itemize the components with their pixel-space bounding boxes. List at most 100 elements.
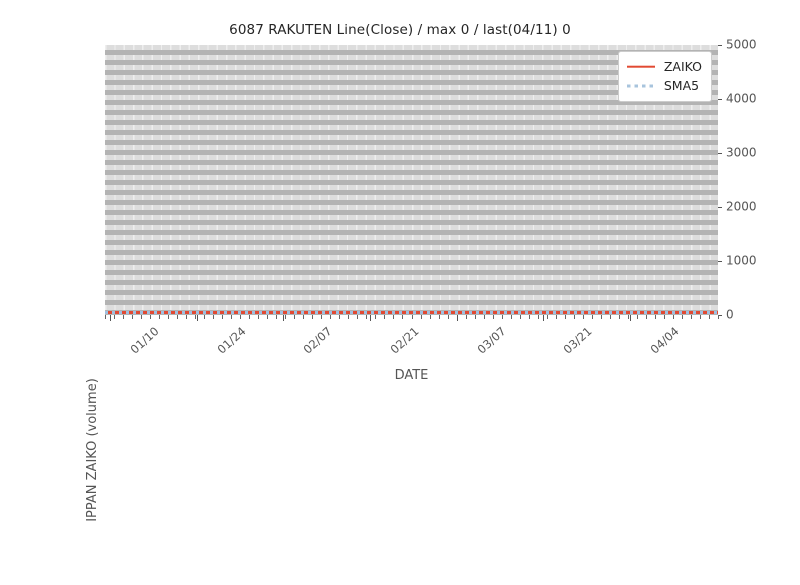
x-axis-minor-tick (321, 315, 323, 319)
x-axis-major-tick (370, 315, 372, 321)
x-axis-minor-tick (483, 315, 485, 319)
x-axis-minor-tick (159, 315, 161, 319)
x-axis-ticklabel: 01/10 (127, 324, 162, 357)
x-axis-minor-tick (222, 315, 224, 319)
x-axis-minor-tick (258, 315, 260, 319)
y-axis-tickmark (718, 152, 722, 154)
x-axis-minor-tick (357, 315, 359, 319)
x-axis-minor-tick (501, 315, 503, 319)
x-axis-major-tick (543, 315, 545, 321)
x-axis-label: DATE (394, 368, 429, 383)
x-axis-minor-tick (636, 315, 638, 319)
x-axis-minor-tick (276, 315, 278, 319)
x-axis-minor-tick (699, 315, 701, 319)
y-axis-ticklabel: 1000 (726, 253, 757, 268)
x-axis-ticklabel: 01/24 (214, 324, 249, 357)
x-axis-minor-tick (393, 315, 395, 319)
y-axis-label: IPPAN ZAIKO (volume) (85, 378, 100, 522)
chart-title: 6087 RAKUTEN Line(Close) / max 0 / last(… (229, 22, 571, 38)
x-axis-minor-tick (627, 315, 629, 319)
x-axis-minor-tick (195, 315, 197, 319)
x-axis-major-tick (283, 315, 285, 321)
x-axis-minor-tick (555, 315, 557, 319)
x-axis-minor-tick (141, 315, 143, 319)
x-axis-ticklabel: 02/21 (387, 324, 422, 357)
x-axis-major-tick (110, 315, 112, 321)
x-axis-minor-tick (645, 315, 647, 319)
y-axis-ticklabel: 3000 (726, 145, 757, 160)
y-axis-ticklabel: 4000 (726, 91, 757, 106)
x-axis-minor-tick (438, 315, 440, 319)
y-axis: 0 1000 2000 3000 4000 5000 (718, 39, 798, 321)
x-axis-minor-tick (573, 315, 575, 319)
x-axis-minor-tick (366, 315, 368, 319)
x-axis-minor-tick (177, 315, 179, 319)
x-axis-minor-tick (150, 315, 152, 319)
y-axis-tickmark (718, 44, 722, 46)
x-axis-minor-tick (600, 315, 602, 319)
y-axis-ticklabel: 5000 (726, 37, 757, 52)
x-axis-minor-tick (213, 315, 215, 319)
x-axis-minor-tick (447, 315, 449, 319)
x-axis-minor-tick (240, 315, 242, 319)
x-axis-minor-tick (123, 315, 125, 319)
x-axis-minor-tick (168, 315, 170, 319)
x-axis-ticklabel: 03/21 (560, 324, 595, 357)
legend-label-sma5: SMA5 (663, 78, 700, 93)
legend-label-zaiko: ZAIKO (663, 59, 702, 74)
x-axis-minor-tick (537, 315, 539, 319)
x-axis-minor-tick (303, 315, 305, 319)
x-axis: 01/10 01/24 02/07 02/21 03/07 03/21 04/04 (105, 315, 719, 375)
x-axis-minor-tick (681, 315, 683, 319)
x-axis-minor-tick (285, 315, 287, 319)
chart-figure: 6087 RAKUTEN Line(Close) / max 0 / last(… (0, 0, 800, 400)
x-axis-minor-tick (546, 315, 548, 319)
x-axis-minor-tick (267, 315, 269, 319)
x-axis-ticklabel: 04/04 (647, 324, 682, 357)
x-axis-minor-tick (718, 315, 719, 319)
x-axis-minor-tick (105, 315, 106, 319)
y-axis-tickmark (718, 260, 722, 262)
x-axis-minor-tick (384, 315, 386, 319)
x-axis-major-tick (196, 315, 198, 321)
x-axis-minor-tick (204, 315, 206, 319)
x-axis-minor-tick (114, 315, 115, 319)
x-axis-minor-tick (249, 315, 251, 319)
x-axis-minor-tick (591, 315, 593, 319)
x-axis-minor-tick (339, 315, 341, 319)
x-axis-minor-tick (294, 315, 296, 319)
x-axis-minor-tick (465, 315, 467, 319)
x-axis-ticklabel: 03/07 (474, 324, 509, 357)
x-axis-minor-tick (330, 315, 332, 319)
x-axis-minor-tick (564, 315, 566, 319)
y-axis-tickmark (718, 314, 722, 316)
plot-area[interactable]: ZAIKO SMA5 (105, 45, 718, 315)
x-axis-minor-tick (375, 315, 377, 319)
x-axis-minor-tick (492, 315, 494, 319)
x-axis-minor-tick (519, 315, 521, 319)
y-axis-ticklabel: 2000 (726, 199, 757, 214)
x-axis-minor-tick (411, 315, 413, 319)
x-axis-minor-tick (429, 315, 431, 319)
x-axis-minor-tick (510, 315, 512, 319)
y-axis-ticklabel: 0 (726, 307, 734, 322)
x-axis-minor-tick (402, 315, 404, 319)
x-axis-minor-tick (420, 315, 422, 319)
series-line-sma5 (105, 311, 718, 314)
x-axis-minor-tick (582, 315, 584, 319)
chart-legend[interactable]: ZAIKO SMA5 (617, 51, 712, 102)
vertical-gridlines (105, 45, 718, 315)
legend-item-zaiko[interactable]: ZAIKO (626, 57, 702, 76)
x-axis-minor-tick (474, 315, 476, 319)
x-axis-minor-tick (528, 315, 530, 319)
x-axis-minor-tick (618, 315, 620, 319)
legend-item-sma5[interactable]: SMA5 (626, 76, 702, 95)
x-axis-minor-tick (609, 315, 611, 319)
y-axis-tickmark (718, 98, 722, 100)
x-axis-minor-tick (663, 315, 665, 319)
legend-line-swatch-sma5 (626, 80, 655, 92)
x-axis-minor-tick (186, 315, 188, 319)
x-axis-ticklabel: 02/07 (301, 324, 336, 357)
x-axis-minor-tick (348, 315, 350, 319)
x-axis-minor-tick (654, 315, 656, 319)
